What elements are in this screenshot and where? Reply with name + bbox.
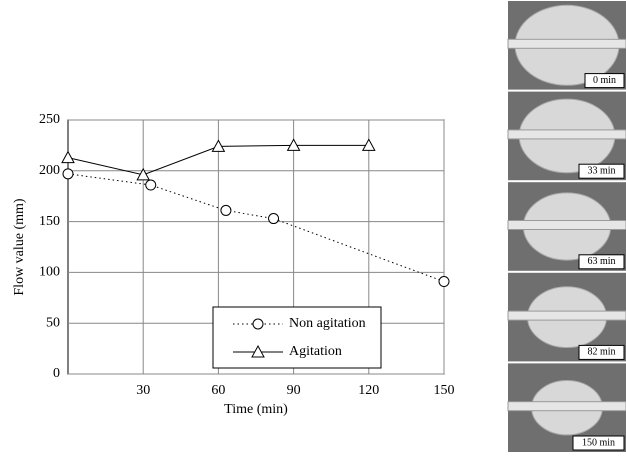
marker — [136, 167, 151, 181]
ruler — [507, 38, 626, 49]
marker — [62, 168, 74, 180]
photo-label-bg — [572, 435, 625, 451]
photo-label: 150 min — [582, 437, 615, 448]
ruler — [507, 220, 626, 230]
marker — [286, 138, 301, 151]
photo-label: 82 min — [587, 347, 615, 358]
y-tick-label: 50 — [46, 315, 60, 330]
photo-label-bg — [578, 344, 625, 360]
photo-strip: 0 min 33 min 63 min 82 min 150 min — [507, 1, 626, 452]
x-tick-label: 30 — [136, 383, 150, 398]
series-line — [67, 173, 445, 283]
marker — [361, 138, 376, 151]
y-tick-label: 200 — [39, 163, 60, 178]
legend-marker — [252, 318, 264, 330]
y-tick-label: 0 — [53, 366, 60, 381]
marker — [61, 150, 75, 164]
marker — [211, 139, 226, 152]
legend-label: Agitation — [289, 344, 342, 359]
y-tick-label: 250 — [39, 112, 60, 127]
x-tick-label: 60 — [211, 383, 225, 398]
legend-marker — [251, 344, 265, 358]
x-tick-label: 120 — [358, 383, 379, 398]
photo-label: 63 min — [587, 256, 615, 267]
marker — [438, 276, 450, 288]
y-tick-label: 150 — [39, 214, 60, 229]
marker — [145, 179, 157, 191]
x-tick-label: 150 — [434, 383, 455, 398]
marker — [220, 204, 232, 216]
ruler — [507, 129, 626, 140]
photo-label: 0 min — [593, 75, 616, 86]
photo-label-bg — [584, 73, 625, 89]
x-axis-label: Time (min) — [224, 402, 288, 417]
ruler — [507, 310, 626, 321]
photo-label-bg — [578, 163, 625, 179]
x-tick-label: 90 — [287, 383, 301, 398]
ruler — [507, 401, 626, 412]
photo-label-bg — [578, 254, 625, 270]
legend-label: Non agitation — [289, 316, 366, 331]
y-tick-label: 100 — [39, 265, 60, 280]
y-axis-label: Flow value (mm) — [12, 198, 27, 296]
photo-label: 33 min — [587, 165, 615, 176]
marker — [268, 213, 280, 225]
legend-box — [212, 306, 382, 369]
